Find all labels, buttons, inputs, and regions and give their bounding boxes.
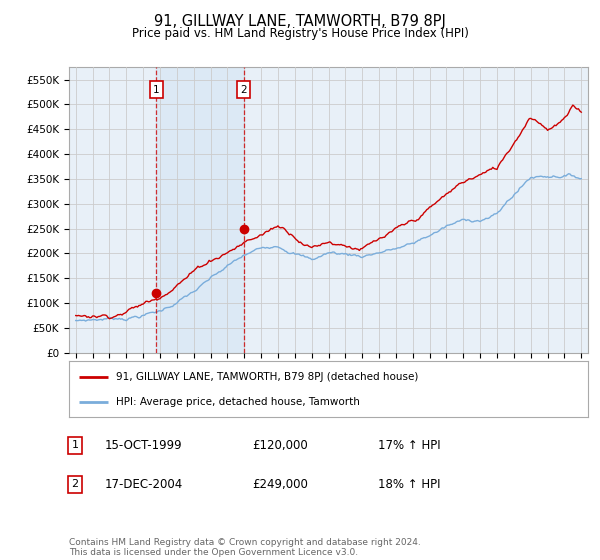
Bar xyxy=(157,67,244,353)
Text: Price paid vs. HM Land Registry's House Price Index (HPI): Price paid vs. HM Land Registry's House … xyxy=(131,27,469,40)
Text: 1: 1 xyxy=(153,85,160,95)
Text: Contains HM Land Registry data © Crown copyright and database right 2024.
This d: Contains HM Land Registry data © Crown c… xyxy=(69,538,421,557)
Text: 91, GILLWAY LANE, TAMWORTH, B79 8PJ (detached house): 91, GILLWAY LANE, TAMWORTH, B79 8PJ (det… xyxy=(116,372,418,382)
Text: 2: 2 xyxy=(71,479,79,489)
Text: 15-OCT-1999: 15-OCT-1999 xyxy=(105,438,182,452)
Text: 18% ↑ HPI: 18% ↑ HPI xyxy=(378,478,440,491)
Text: 1: 1 xyxy=(71,440,79,450)
Text: 91, GILLWAY LANE, TAMWORTH, B79 8PJ: 91, GILLWAY LANE, TAMWORTH, B79 8PJ xyxy=(154,14,446,29)
Text: 2: 2 xyxy=(240,85,247,95)
Text: 17% ↑ HPI: 17% ↑ HPI xyxy=(378,438,440,452)
Text: 17-DEC-2004: 17-DEC-2004 xyxy=(105,478,183,491)
Text: HPI: Average price, detached house, Tamworth: HPI: Average price, detached house, Tamw… xyxy=(116,396,359,407)
Text: £249,000: £249,000 xyxy=(252,478,308,491)
Text: £120,000: £120,000 xyxy=(252,438,308,452)
